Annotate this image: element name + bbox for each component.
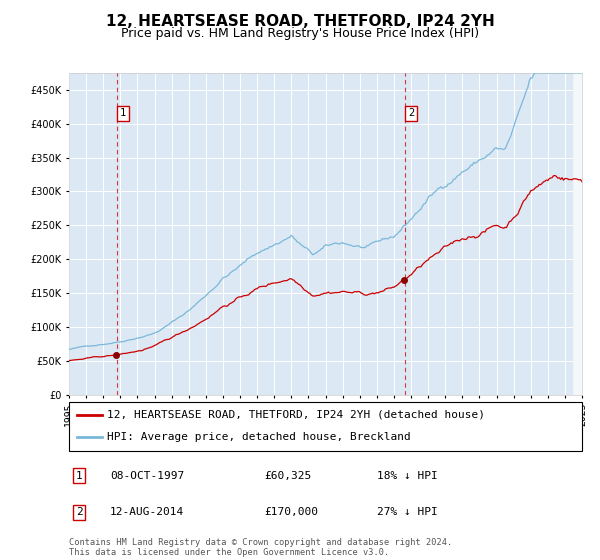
Text: 08-OCT-1997: 08-OCT-1997 <box>110 471 184 481</box>
Text: 2: 2 <box>76 507 83 517</box>
Text: 2: 2 <box>408 108 414 118</box>
Text: HPI: Average price, detached house, Breckland: HPI: Average price, detached house, Brec… <box>107 432 411 442</box>
Text: 12-AUG-2014: 12-AUG-2014 <box>110 507 184 517</box>
Text: 18% ↓ HPI: 18% ↓ HPI <box>377 471 437 481</box>
Text: £60,325: £60,325 <box>264 471 311 481</box>
Bar <box>574 73 590 395</box>
Text: 12, HEARTSEASE ROAD, THETFORD, IP24 2YH (detached house): 12, HEARTSEASE ROAD, THETFORD, IP24 2YH … <box>107 410 485 420</box>
Text: Price paid vs. HM Land Registry's House Price Index (HPI): Price paid vs. HM Land Registry's House … <box>121 27 479 40</box>
Text: 27% ↓ HPI: 27% ↓ HPI <box>377 507 437 517</box>
Text: Contains HM Land Registry data © Crown copyright and database right 2024.
This d: Contains HM Land Registry data © Crown c… <box>69 538 452 557</box>
Text: 1: 1 <box>120 108 126 118</box>
Text: 1: 1 <box>76 471 83 481</box>
Bar <box>574 73 590 395</box>
Text: £170,000: £170,000 <box>264 507 318 517</box>
Text: 12, HEARTSEASE ROAD, THETFORD, IP24 2YH: 12, HEARTSEASE ROAD, THETFORD, IP24 2YH <box>106 14 494 29</box>
